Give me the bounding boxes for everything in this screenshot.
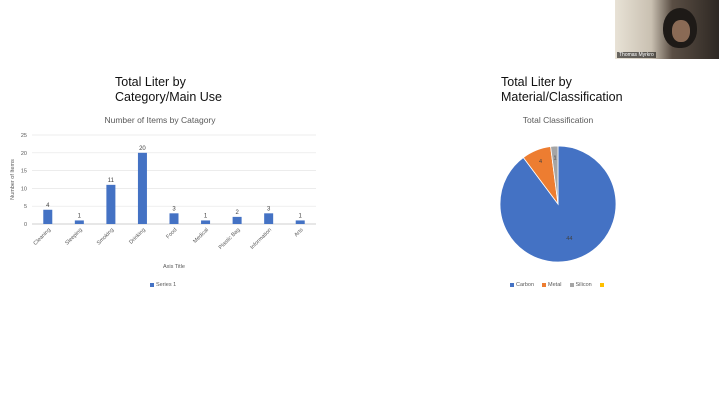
bar-data-label: 4 [46, 203, 50, 209]
pie-legend-item [599, 283, 606, 287]
bar-data-label: 1 [78, 213, 82, 219]
pie-legend-item: Carbon [510, 282, 534, 288]
legend-swatch [542, 283, 547, 287]
x-tick-label: Arts [293, 227, 304, 238]
left-heading-line1: Total Liter by [115, 75, 186, 89]
bar [201, 220, 211, 224]
bar [43, 209, 53, 224]
legend-swatch [510, 283, 514, 287]
x-tick-label: Plastic Bag [218, 227, 242, 251]
bar-data-label: 20 [139, 146, 146, 152]
left-heading: Total Liter by Category/Main Use [115, 75, 222, 105]
legend-swatch [599, 283, 604, 287]
bar-chart-title: Number of Items by Catagory [104, 115, 216, 125]
legend-swatch [150, 283, 154, 287]
bar-data-label: 3 [267, 206, 271, 212]
bar-data-label: 3 [172, 206, 176, 212]
y-tick-label: 0 [24, 222, 27, 228]
pie-chart-legend: Carbon Metal Silicon [510, 282, 606, 288]
bar-chart: 05101520254Cleaning1Sleeping11Smoking20D… [10, 133, 316, 270]
bar-legend-item: Series 1 [150, 282, 176, 288]
y-axis-title: Number of Items [10, 159, 16, 200]
participant-video-tile[interactable]: Thomas Myrkro [615, 0, 719, 59]
x-tick-label: Medical [192, 227, 210, 245]
left-heading-line2: Category/Main Use [115, 90, 222, 104]
pie-data-label: 4 [539, 159, 542, 165]
y-tick-label: 10 [21, 186, 27, 192]
pie-slice [550, 145, 559, 205]
bar [169, 213, 179, 224]
x-tick-label: Sleeping [64, 227, 83, 246]
pie-legend-label: Metal [548, 282, 562, 288]
pie-legend-item: Silicon [569, 282, 592, 288]
pie-chart-title: Total Classification [522, 115, 594, 125]
y-tick-label: 20 [21, 151, 27, 157]
right-heading: Total Liter by Material/Classification [501, 75, 623, 105]
participant-face [672, 20, 690, 42]
right-heading-line2: Material/Classification [501, 90, 623, 104]
y-tick-label: 25 [21, 133, 27, 139]
x-tick-label: Cleaning [33, 227, 53, 247]
bar-data-label: 1 [204, 213, 208, 219]
pie-legend-item: Metal [542, 282, 562, 288]
bar [74, 220, 84, 224]
bar [295, 220, 305, 224]
right-heading-line1: Total Liter by [501, 75, 572, 89]
y-tick-label: 5 [24, 204, 27, 210]
x-tick-label: Drinking [128, 227, 147, 246]
bar-data-label: 1 [299, 213, 303, 219]
bar [137, 152, 147, 224]
pie-legend-label: Silicon [575, 282, 592, 288]
participant-name-label: Thomas Myrkro [617, 52, 656, 58]
y-tick-label: 15 [21, 169, 27, 175]
x-tick-label: Smoking [96, 227, 115, 246]
pie-legend-label: Carbon [516, 282, 535, 288]
x-tick-label: Information [249, 227, 273, 251]
x-axis-title: Axis Title [163, 264, 185, 270]
x-tick-label: Food [165, 227, 178, 240]
legend-swatch [569, 283, 574, 287]
bar-legend-label: Series 1 [156, 282, 177, 288]
bar-chart-legend: Series 1 [150, 282, 176, 288]
bar-data-label: 11 [108, 178, 115, 184]
bar [264, 213, 274, 224]
pie-data-label: 44 [566, 236, 572, 242]
bar-data-label: 2 [235, 210, 239, 216]
bar [106, 184, 116, 224]
pie-data-label: 1 [553, 156, 556, 162]
bar [232, 216, 242, 224]
